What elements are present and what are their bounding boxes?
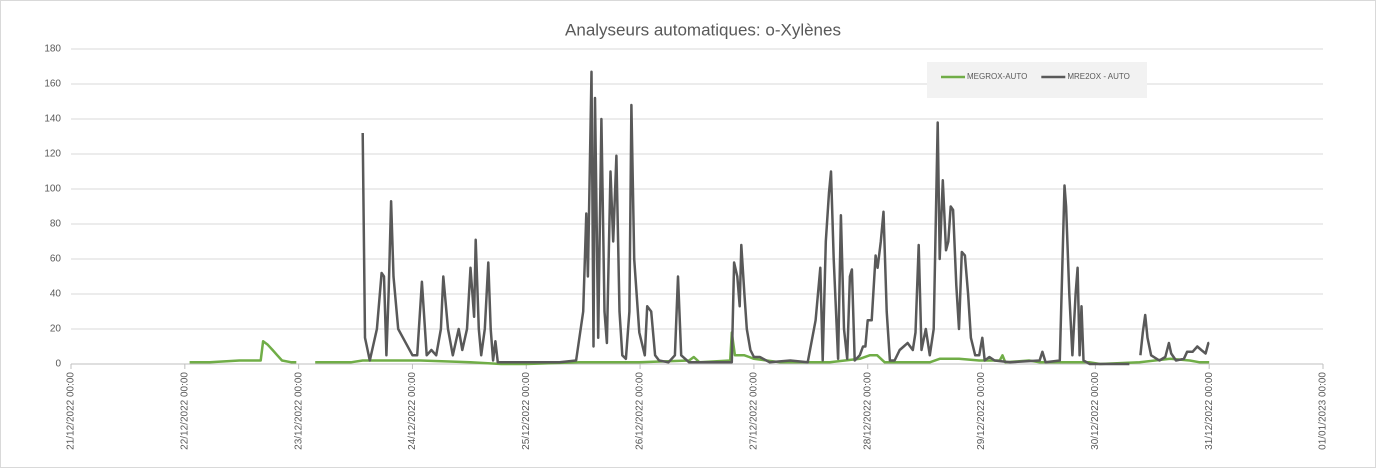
y-tick-label: 40	[50, 289, 62, 300]
x-tick-label: 01/01/2023 00:00	[1318, 372, 1329, 450]
y-tick-label: 120	[44, 149, 61, 160]
x-tick-label: 31/12/2022 00:00	[1204, 372, 1215, 450]
legend-box	[927, 62, 1147, 98]
x-tick-label: 21/12/2022 00:00	[66, 372, 77, 450]
x-tick-label: 24/12/2022 00:00	[407, 372, 418, 450]
y-tick-label: 60	[50, 254, 62, 265]
x-tick-label: 29/12/2022 00:00	[976, 372, 987, 450]
x-tick-label: 27/12/2022 00:00	[749, 372, 760, 450]
y-tick-label: 0	[55, 359, 61, 370]
x-tick-label: 23/12/2022 00:00	[293, 372, 304, 450]
series-line	[361, 70, 1210, 366]
y-tick-label: 80	[50, 219, 62, 230]
legend-label: MRE2OX - AUTO	[1067, 72, 1130, 81]
y-tick-label: 140	[44, 114, 61, 125]
y-tick-label: 100	[44, 184, 61, 195]
x-tick-label: 26/12/2022 00:00	[635, 372, 646, 450]
x-tick-label: 30/12/2022 00:00	[1090, 372, 1101, 450]
x-tick-label: 25/12/2022 00:00	[521, 372, 532, 450]
y-tick-label: 180	[44, 44, 61, 55]
legend-label: MEGROX-AUTO	[967, 72, 1027, 81]
chart-title: Analyseurs automatiques: o-Xylènes	[565, 20, 841, 39]
y-tick-label: 160	[44, 79, 61, 90]
y-tick-label: 20	[50, 324, 62, 335]
x-tick-label: 28/12/2022 00:00	[862, 372, 873, 450]
series-line	[189, 331, 1210, 366]
x-tick-label: 22/12/2022 00:00	[179, 372, 190, 450]
